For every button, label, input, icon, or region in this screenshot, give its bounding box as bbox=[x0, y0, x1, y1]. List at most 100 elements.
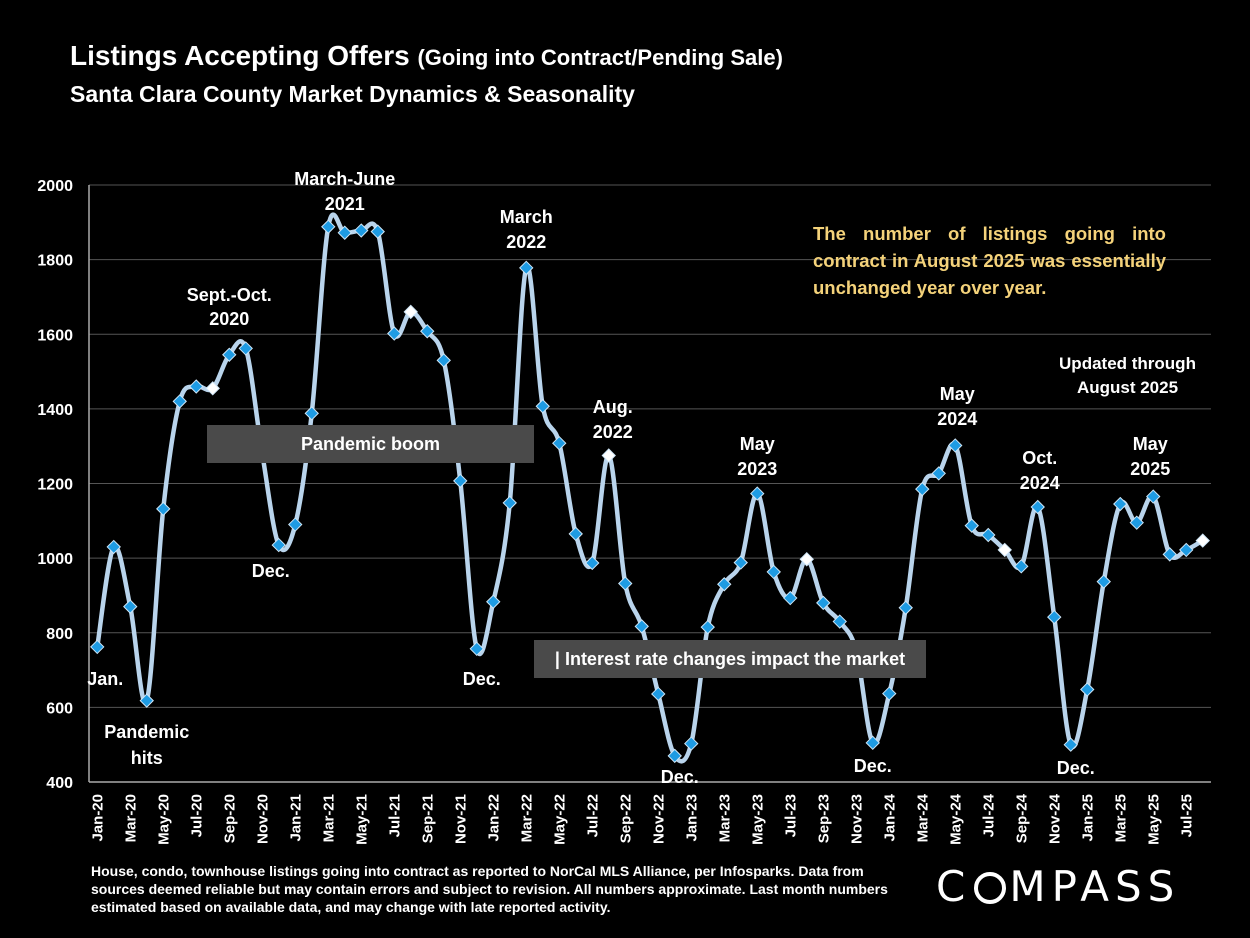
annotation-label: Oct. 2024 bbox=[1020, 448, 1060, 493]
data-point bbox=[783, 590, 798, 606]
data-point bbox=[684, 736, 699, 751]
data-point bbox=[304, 406, 319, 421]
data-point bbox=[948, 438, 963, 453]
chart-subtitle: Santa Clara County Market Dynamics & Sea… bbox=[70, 81, 635, 107]
data-point bbox=[898, 600, 913, 615]
x-tick-label: Mar-22 bbox=[518, 794, 535, 842]
annotation-label: May 2024 bbox=[937, 384, 977, 429]
data-point bbox=[90, 639, 105, 655]
x-tick-label: Mar-25 bbox=[1112, 794, 1129, 842]
annotation-label: Dec. bbox=[463, 669, 501, 689]
data-point bbox=[717, 577, 732, 592]
y-tick-label: 1600 bbox=[37, 327, 73, 344]
data-point bbox=[964, 518, 979, 533]
data-point bbox=[453, 473, 468, 489]
x-tick-label: May-22 bbox=[551, 794, 568, 845]
data-point bbox=[321, 219, 336, 234]
highlight-point bbox=[601, 448, 616, 463]
annotation-label: May 2025 bbox=[1130, 434, 1170, 479]
data-point bbox=[634, 619, 649, 634]
summary-note: The number of listings going into contra… bbox=[813, 223, 1166, 298]
highlight-point bbox=[799, 552, 814, 567]
data-point bbox=[519, 260, 534, 276]
y-tick-label: 1800 bbox=[37, 253, 73, 270]
x-tick-label: Mar-24 bbox=[914, 793, 931, 842]
x-tick-label: Mar-21 bbox=[320, 794, 337, 842]
x-tick-label: Mar-23 bbox=[716, 794, 733, 842]
data-point bbox=[1047, 609, 1062, 625]
y-tick-label: 1000 bbox=[37, 551, 73, 568]
x-tick-label: Jul-22 bbox=[584, 794, 601, 837]
annotation-label: Dec. bbox=[661, 767, 699, 787]
y-tick-label: 1400 bbox=[37, 402, 73, 419]
compass-logo: C MPASS bbox=[936, 862, 1181, 911]
y-tick-label: 400 bbox=[46, 775, 73, 792]
line-chart: 400 600 800 1000 1200 1400 1600 1800 2000 Jan-20 M… bbox=[37, 169, 1211, 845]
y-tick-label: 1200 bbox=[37, 477, 73, 494]
y-tick-label: 2000 bbox=[37, 178, 73, 195]
data-point bbox=[585, 555, 600, 571]
data-point bbox=[1063, 737, 1078, 752]
x-tick-label: Jan-24 bbox=[881, 793, 898, 841]
data-point bbox=[915, 481, 930, 497]
x-tick-label: Jul-25 bbox=[1178, 794, 1195, 837]
chart-title: Listings Accepting Offers (Going into Co… bbox=[70, 40, 783, 72]
x-tick-label: May-24 bbox=[947, 793, 964, 845]
x-tick-label: Sep-24 bbox=[1013, 793, 1030, 843]
data-point bbox=[271, 537, 286, 553]
data-point bbox=[1014, 559, 1029, 574]
data-point bbox=[1080, 682, 1095, 697]
data-point bbox=[189, 379, 204, 394]
annotation-label: Jan. bbox=[87, 669, 123, 689]
data-point bbox=[139, 693, 154, 708]
x-tick-label: Sep-23 bbox=[815, 794, 832, 843]
x-tick-label: May-23 bbox=[749, 794, 766, 845]
data-point bbox=[882, 686, 897, 701]
x-tick-label: Sep-20 bbox=[221, 794, 238, 843]
x-tick-label: Nov-23 bbox=[848, 794, 865, 844]
annotation-label: March-June 2021 bbox=[294, 169, 395, 214]
x-tick-label: Nov-21 bbox=[452, 794, 469, 844]
data-point bbox=[1179, 542, 1194, 558]
data-point bbox=[370, 224, 385, 239]
x-tick-label: Jan-20 bbox=[89, 794, 106, 842]
annotation-label: Dec. bbox=[1057, 758, 1095, 778]
y-tick-label: 800 bbox=[46, 626, 73, 643]
data-point bbox=[502, 495, 517, 511]
data-point bbox=[700, 619, 715, 635]
x-tick-label: Jan-23 bbox=[683, 794, 700, 842]
chart-title-main: Listings Accepting Offers bbox=[70, 40, 410, 71]
data-point bbox=[486, 594, 501, 609]
data-point bbox=[288, 517, 303, 532]
data-point bbox=[172, 394, 187, 409]
footnote: House, condo, townhouse listings going i… bbox=[91, 863, 888, 915]
annotation-label: Aug. 2022 bbox=[593, 397, 633, 442]
data-point bbox=[981, 527, 996, 543]
data-point bbox=[733, 555, 748, 570]
annotation-label: March 2022 bbox=[500, 207, 553, 252]
annotation-label: Dec. bbox=[854, 756, 892, 776]
x-tick-label: Jan-21 bbox=[287, 794, 304, 842]
highlight-point bbox=[997, 542, 1012, 558]
data-point bbox=[106, 539, 121, 555]
data-point bbox=[222, 347, 237, 362]
data-point bbox=[750, 486, 765, 501]
annotation-label: Pandemic hits bbox=[104, 722, 189, 768]
data-point bbox=[865, 735, 880, 751]
data-point bbox=[618, 576, 633, 591]
x-tick-label: May-20 bbox=[155, 794, 172, 845]
x-tick-label: May-21 bbox=[353, 794, 370, 845]
data-point bbox=[1096, 574, 1111, 589]
data-point bbox=[667, 748, 682, 764]
chart-title-suffix: (Going into Contract/Pending Sale) bbox=[417, 45, 783, 70]
data-point bbox=[651, 686, 666, 702]
data-point bbox=[1129, 515, 1144, 530]
annotation-label: Sept.-Oct. 2020 bbox=[187, 285, 272, 329]
x-tick-label: Nov-20 bbox=[254, 794, 271, 844]
x-tick-label: May-25 bbox=[1145, 794, 1162, 845]
data-point bbox=[123, 599, 138, 614]
band-pandemic-boom: Pandemic boom bbox=[207, 425, 534, 463]
x-tick-label: Nov-24 bbox=[1046, 793, 1063, 844]
highlight-point bbox=[205, 381, 220, 396]
series-line bbox=[95, 212, 1204, 764]
